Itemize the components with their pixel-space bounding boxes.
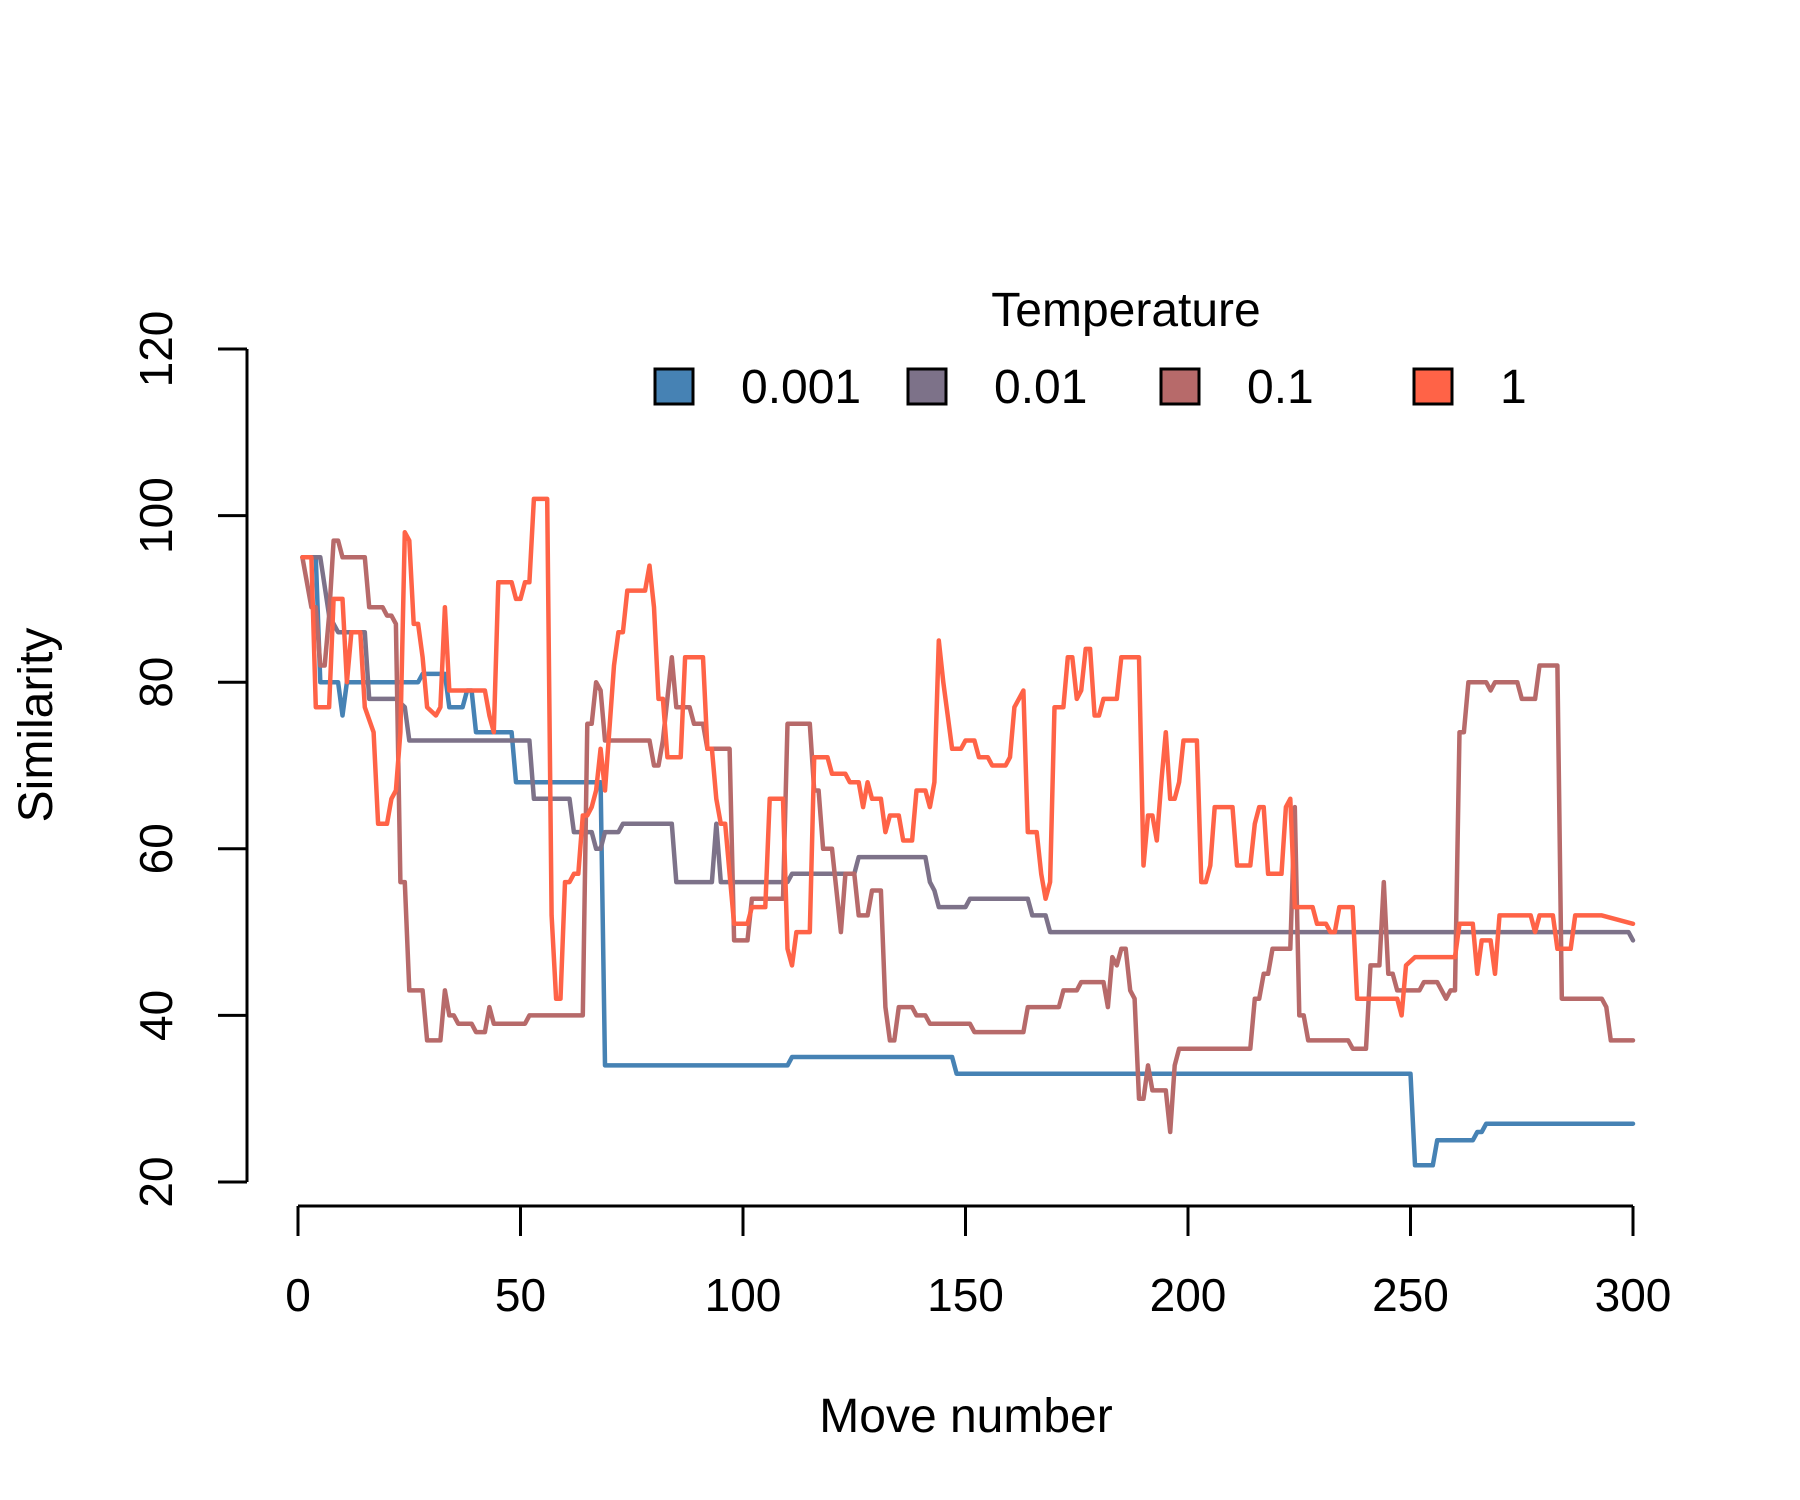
x-tick-label: 250 [1372, 1269, 1449, 1321]
x-tick-label: 200 [1150, 1269, 1227, 1321]
legend-label: 0.001 [741, 361, 861, 414]
legend-entries: 0.001 0.01 0.1 1 [653, 361, 1527, 414]
legend-title: Temperature [991, 284, 1260, 337]
x-axis-title: Move number [819, 1390, 1112, 1443]
y-tick-label: 40 [130, 990, 182, 1041]
y-tick-label: 20 [130, 1156, 182, 1207]
legend-label: 0.01 [994, 361, 1087, 414]
legend-label: 0.1 [1247, 361, 1314, 414]
y-tick-label: 60 [130, 823, 182, 874]
legend-swatch [1412, 367, 1454, 406]
legend: Temperature 0.001 0.01 0.1 1 [653, 284, 1527, 414]
y-axis-ticks: 20 40 60 80 100 120 [130, 311, 247, 1208]
y-tick-label: 100 [130, 477, 182, 554]
legend-swatch [653, 367, 695, 406]
series-line-0-001 [300, 555, 1636, 1168]
x-tick-label: 150 [927, 1269, 1004, 1321]
x-axis-ticks: 0 50 100 150 200 250 300 [285, 1206, 1671, 1321]
x-tick-label: 300 [1595, 1269, 1672, 1321]
legend-swatch [1159, 367, 1201, 406]
x-tick-label: 0 [285, 1269, 311, 1321]
series-layer [300, 496, 1636, 1168]
series-line-0-1 [300, 538, 1636, 1135]
series-line-1 [300, 496, 1636, 1018]
y-tick-label: 80 [130, 657, 182, 708]
y-tick-label: 120 [130, 311, 182, 388]
y-axis-title: Similarity [10, 628, 63, 823]
x-tick-label: 100 [705, 1269, 782, 1321]
legend-label: 1 [1500, 361, 1527, 414]
x-tick-label: 50 [495, 1269, 546, 1321]
series-line-0-01 [300, 555, 1636, 943]
legend-swatch [906, 367, 948, 406]
axes [245, 349, 1633, 1208]
